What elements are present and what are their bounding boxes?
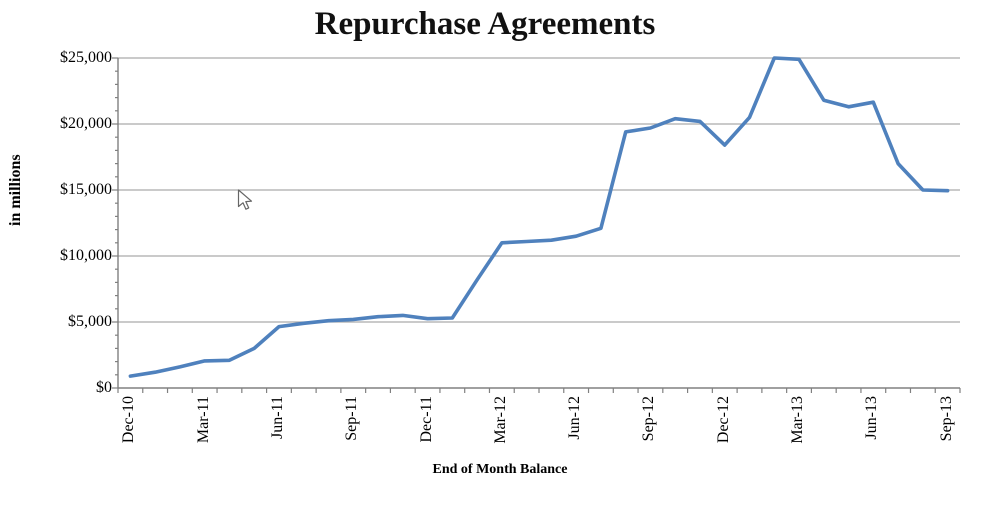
chart-title: Repurchase Agreements [314,6,656,42]
y-tick-label: $10,000 [60,247,112,264]
x-tick-label: Dec-10 [120,396,138,444]
x-tick-label: Sep-12 [640,396,658,442]
x-tick-label: Dec-12 [714,396,732,444]
x-tick-label: Mar-12 [491,396,509,444]
x-tick-label: Sep-11 [343,396,361,441]
x-tick-label: Jun-11 [268,396,286,439]
y-tick-label: $25,000 [60,49,112,66]
y-tick-label: $5,000 [68,313,112,330]
series-line-repurchase-agreements [128,56,950,378]
x-tick-label: Mar-11 [194,396,212,444]
x-tick-label: Mar-13 [789,396,807,444]
x-tick-label: Jun-12 [566,396,584,440]
y-tick-label: $20,000 [60,115,112,132]
x-tick-label: Sep-13 [937,396,955,442]
x-tick-label: Jun-13 [863,396,881,440]
x-tick-label: Dec-11 [417,396,435,443]
x-axis-title: End of Month Balance [432,462,568,477]
y-tick-label: $0 [96,379,112,396]
y-tick-label: $15,000 [60,181,112,198]
